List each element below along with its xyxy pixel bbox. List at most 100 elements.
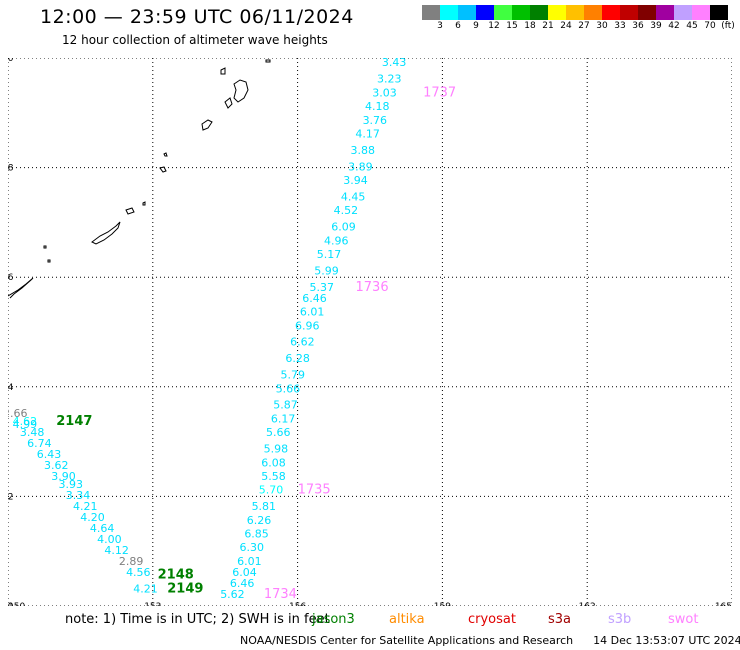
color-legend-label: 45 [686, 21, 698, 31]
swh-value: 6.46 [302, 292, 327, 305]
color-swatch [512, 5, 530, 20]
color-legend-label: 21 [542, 21, 554, 31]
island-paramushir [233, 79, 249, 103]
lat-tick-label: 42 [8, 492, 13, 502]
swh-value: 3.89 [348, 160, 373, 173]
swh-value: 4.45 [341, 190, 366, 203]
track-label: 1737 [423, 85, 456, 100]
color-swatch [458, 5, 476, 20]
color-legend-label: 9 [473, 21, 479, 31]
swh-value: 3.93 [58, 478, 83, 491]
lon-tick-label: 150 [8, 602, 25, 606]
note-text: note: 1) Time is in UTC; 2) SWH is in fe… [65, 612, 330, 627]
swh-value: 4.62 [13, 415, 38, 428]
color-legend-label: 3 [437, 21, 443, 31]
swh-value: 5.87 [273, 399, 298, 412]
island-small-west [43, 245, 47, 249]
color-legend-label: 18 [524, 21, 536, 31]
color-legend-label: 70 [704, 21, 716, 31]
swh-value: 4.21 [133, 582, 158, 595]
color-swatch [602, 5, 620, 20]
map-grid [8, 58, 732, 606]
swh-value: 6.04 [232, 566, 257, 579]
swh-value: 4.99 [13, 418, 38, 431]
swh-value: 3.48 [20, 426, 45, 439]
swh-value: 3.34 [66, 489, 91, 502]
swh-value: 2.89 [119, 555, 144, 568]
swh-value: 3.03 [372, 86, 397, 99]
swh-value: 2.66 [8, 407, 27, 420]
island-urup [125, 207, 135, 215]
swh-value: 6.96 [295, 319, 320, 332]
swh-value: 5.62 [220, 588, 245, 601]
swh-value: 5.66 [276, 382, 301, 395]
swh-value: 4.20 [80, 511, 105, 524]
footer-agency: NOAA/NESDIS Center for Satellite Applica… [240, 634, 574, 647]
color-swatch [656, 5, 674, 20]
swh-value: 6.09 [331, 221, 356, 234]
footer-timestamp: 14 Dec 13:53:07 UTC 2024 [593, 634, 740, 647]
wave-height-map: 2.664.624.993.486.746.433.623.903.933.34… [8, 58, 732, 606]
swh-value: 3.43 [382, 58, 407, 69]
color-legend-label: 33 [614, 21, 626, 31]
swh-value: 4.17 [355, 127, 380, 140]
swh-value: 4.64 [90, 522, 115, 535]
lat-tick-label: 40 [8, 602, 14, 606]
island-small-north [265, 59, 271, 63]
satellite-legend-altika: altika [389, 612, 425, 627]
swh-value: 4.52 [334, 204, 359, 217]
color-swatch [584, 5, 602, 20]
color-swatch [548, 5, 566, 20]
track-t1734: 5.626.466.046.016.306.856.265.81 1734 [220, 500, 297, 602]
lat-tick-label: 46 [8, 273, 14, 283]
color-swatch [692, 5, 710, 20]
swh-value: 5.98 [264, 443, 289, 456]
swh-value: 4.21 [73, 500, 98, 513]
swh-value: 3.62 [44, 459, 69, 472]
track-label: 1734 [264, 587, 297, 602]
color-swatch [476, 5, 494, 20]
lat-tick-label: 50 [8, 58, 14, 64]
lon-tick-label: 162 [579, 602, 596, 606]
swh-value: 3.23 [377, 73, 402, 86]
color-legend-label: 36 [632, 21, 644, 31]
swh-value: 4.56 [126, 566, 151, 579]
chart-subtitle: 12 hour collection of altimeter wave hei… [62, 33, 328, 47]
lon-tick-label: 165 [715, 602, 732, 606]
swh-value: 6.46 [230, 577, 255, 590]
track-label: 2147 [56, 414, 92, 429]
color-swatch [620, 5, 638, 20]
swh-value: 6.43 [37, 448, 62, 461]
track-t1736: 5.37 5.99 5.174.966.09 4.524.45 3.943.89 3.88… [309, 100, 389, 295]
color-swatch [440, 5, 458, 20]
swh-value: 6.62 [290, 336, 315, 349]
swh-value: 3.88 [351, 144, 376, 157]
altimeter-tracks: 2.664.624.993.486.746.433.623.903.933.34… [8, 58, 456, 602]
track-label: 2149 [167, 581, 203, 596]
satellite-legend-cryosat: cryosat [468, 612, 516, 627]
color-legend-label: 24 [560, 21, 572, 31]
island-onekotan [224, 97, 233, 109]
track-t2148: 2148 [158, 568, 194, 583]
coastline [8, 59, 271, 299]
lon-tick-label: 156 [289, 602, 306, 606]
swh-value: 6.01 [237, 555, 262, 568]
satellite-legend-s3a: s3a [548, 612, 572, 627]
swh-value: 5.70 [259, 484, 284, 497]
island-atlasov [220, 67, 226, 75]
coastline-hokkaido-east [8, 277, 34, 299]
color-swatch [710, 5, 728, 20]
color-swatch [638, 5, 656, 20]
track-label: 2148 [158, 568, 194, 583]
swh-value: 6.17 [271, 412, 296, 425]
color-legend-label: 39 [650, 21, 662, 31]
swh-value: 5.99 [314, 264, 339, 277]
island-iturup [91, 221, 121, 245]
lat-tick-label: 44 [8, 383, 14, 393]
swh-value: 6.01 [300, 306, 325, 319]
island-small-chirpoy [47, 259, 51, 263]
swh-value: 5.79 [281, 369, 306, 382]
island-shiashkotan [201, 119, 213, 131]
swh-value: 5.58 [261, 470, 286, 483]
color-legend-label: 6 [455, 21, 461, 31]
